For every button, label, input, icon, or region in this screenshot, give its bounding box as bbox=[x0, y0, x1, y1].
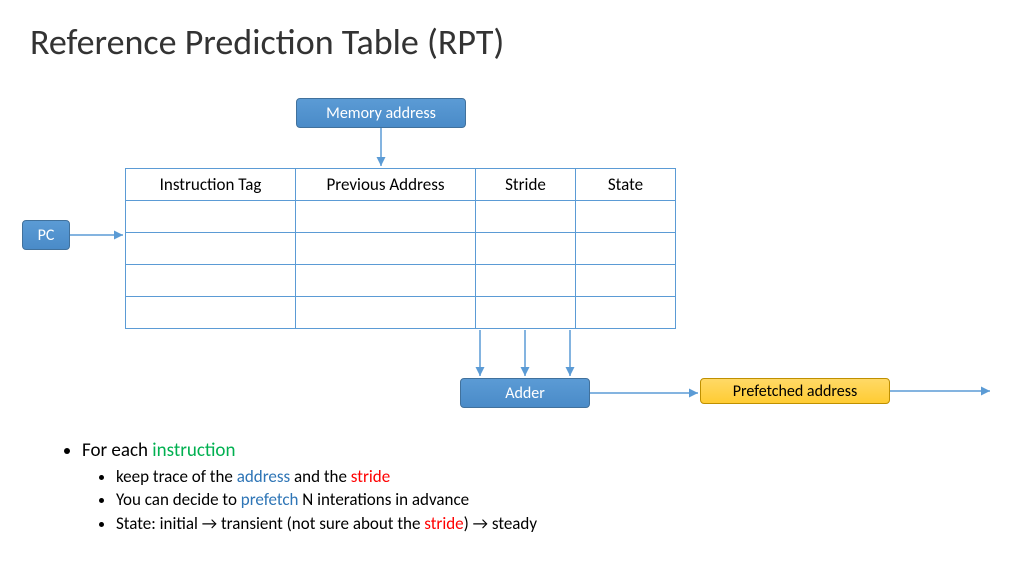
bullet-block: For each instruction keep trace of the a… bbox=[60, 438, 537, 536]
bullet-main: For each instruction keep trace of the a… bbox=[82, 438, 537, 536]
bullet-sub: State: initial → transient (not sure abo… bbox=[116, 512, 537, 536]
bullet-sub: You can decide to prefetch N interations… bbox=[116, 488, 537, 512]
bullet-sub: keep trace of the address and the stride bbox=[116, 465, 537, 489]
bullet-main-pre: For each bbox=[82, 439, 152, 462]
bullet-main-keyword: instruction bbox=[152, 439, 235, 462]
